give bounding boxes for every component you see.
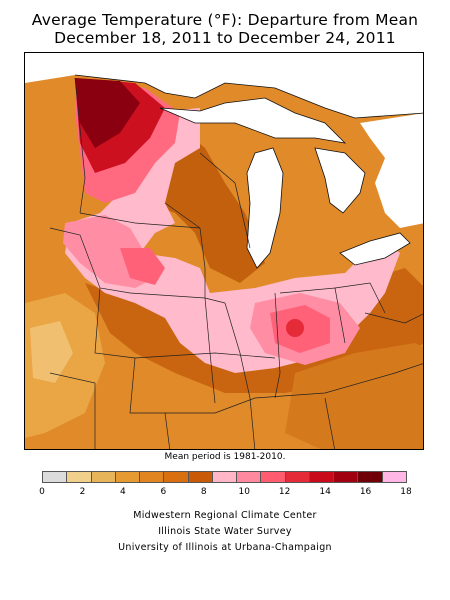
legend-swatch — [90, 471, 116, 483]
legend-swatch — [284, 471, 310, 483]
legend-tick-label: 8 — [200, 487, 207, 497]
map-title-line-1: Average Temperature (°F): Departure from… — [31, 11, 419, 29]
legend-swatch — [381, 471, 407, 483]
mean-period-note: Mean period is 1981-2010. — [164, 452, 286, 462]
canada-north-blank — [25, 53, 423, 118]
credit-mrcc: Midwestern Regional Climate Center — [133, 510, 317, 521]
lake-michigan — [247, 148, 283, 268]
legend-swatch — [66, 471, 92, 483]
map-canvas — [25, 53, 423, 449]
region-darkest-red — [75, 78, 140, 148]
legend-tick-label: 14 — [319, 487, 331, 497]
legend-swatch — [139, 471, 165, 483]
legend-swatch — [211, 471, 238, 483]
legend-swatch — [42, 471, 68, 483]
color-legend — [42, 471, 407, 484]
region-orange-southeast — [285, 343, 423, 449]
legend-swatch — [308, 471, 335, 483]
lake-huron — [315, 148, 365, 213]
coastlines — [74, 74, 423, 269]
legend-tick-label: 6 — [160, 487, 167, 497]
credit-isws: Illinois State Water Survey — [158, 526, 292, 537]
legend-swatch — [187, 471, 213, 483]
legend-swatch — [333, 471, 359, 483]
legend-tick-label: 18 — [400, 487, 412, 497]
temperature-departure-map — [24, 52, 424, 450]
legend-swatch — [260, 471, 286, 483]
legend-tick-label: 16 — [359, 487, 372, 497]
legend-tick-label: 4 — [120, 487, 126, 497]
legend-tick-label: 12 — [278, 487, 291, 497]
legend-swatch — [114, 471, 141, 483]
legend-tick-label: 0 — [39, 487, 45, 497]
legend-swatch — [357, 471, 383, 483]
canada-ontario-blank — [360, 113, 423, 228]
region-pale-orange — [30, 321, 73, 383]
legend-tick-label: 10 — [238, 487, 250, 497]
state-boundaries — [49, 77, 423, 449]
credit-uiuc: University of Illinois at Urbana-Champai… — [118, 542, 332, 553]
lake-erie — [340, 233, 410, 265]
legend-swatch — [236, 471, 262, 483]
legend-tick-label: 2 — [79, 487, 86, 497]
legend-swatch — [163, 471, 189, 483]
region-max-east — [286, 319, 304, 337]
region-red-west — [120, 248, 165, 285]
map-title-line-2: December 18, 2011 to December 24, 2011 — [54, 29, 396, 47]
